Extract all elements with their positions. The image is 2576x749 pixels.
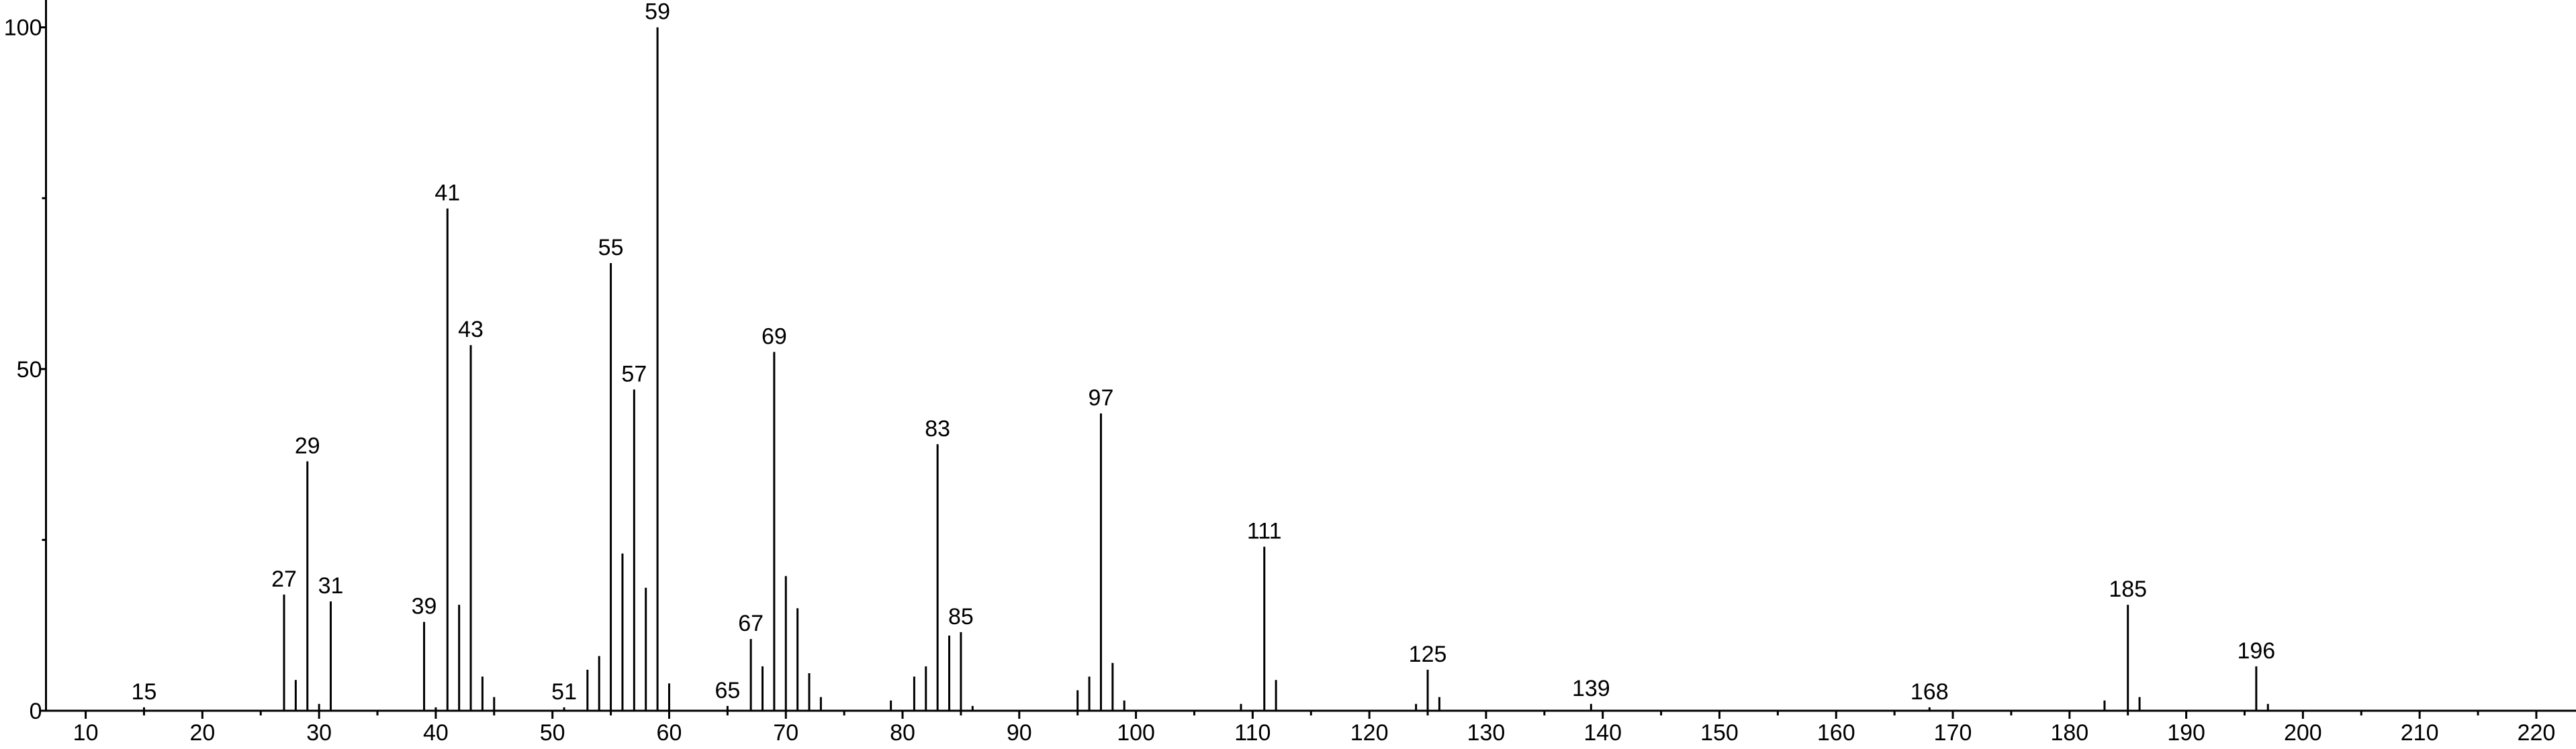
peak-label: 69 [762,323,787,349]
x-tick-label: 60 [657,720,682,746]
x-tick-label: 120 [1350,720,1389,746]
x-tick-label: 20 [189,720,215,746]
peak-label: 185 [2109,577,2147,602]
x-tick-label: 170 [1934,720,1972,746]
x-tick-label: 70 [773,720,798,746]
x-tick-label: 10 [73,720,99,746]
peak-label: 111 [1247,519,1282,544]
peak-label: 39 [412,594,437,619]
peak-label: 57 [621,361,647,387]
y-tick-label: 100 [4,15,42,41]
y-tick-label: 50 [17,357,42,383]
x-tick-label: 50 [540,720,565,746]
x-tick-label: 100 [1117,720,1155,746]
peak-label: 59 [645,0,670,25]
x-tick-label: 40 [423,720,449,746]
x-tick-label: 130 [1467,720,1506,746]
x-tick-label: 150 [1700,720,1739,746]
peak-label: 29 [295,433,320,458]
x-tick-label: 160 [1817,720,1855,746]
peak-label: 196 [2237,638,2275,664]
x-tick-label: 30 [306,720,332,746]
peak-label: 83 [925,416,950,442]
peak-label: 51 [551,679,577,705]
y-tick-label: 0 [30,699,42,724]
peak-label: 65 [715,678,740,703]
peak-label: 67 [738,611,764,636]
peak-label: 31 [318,573,344,599]
x-tick-label: 140 [1583,720,1622,746]
x-tick-label: 80 [890,720,915,746]
peak-label: 15 [132,679,157,705]
x-tick-label: 180 [2050,720,2088,746]
x-tick-label: 110 [1234,720,1271,746]
peak-label: 85 [948,604,974,630]
peak-label: 125 [1409,642,1447,667]
peak-label: 41 [434,181,460,206]
peak-label: 139 [1572,676,1610,701]
x-tick-label: 220 [2518,720,2556,746]
peak-label: 43 [458,317,484,342]
peak-label: 168 [1911,679,1949,705]
peak-label: 27 [271,566,297,592]
x-tick-label: 210 [2401,720,2439,746]
x-tick-label: 200 [2284,720,2322,746]
peak-label: 97 [1089,385,1114,411]
peak-label: 55 [598,235,624,260]
x-tick-label: 190 [2167,720,2205,746]
x-tick-label: 90 [1007,720,1032,746]
